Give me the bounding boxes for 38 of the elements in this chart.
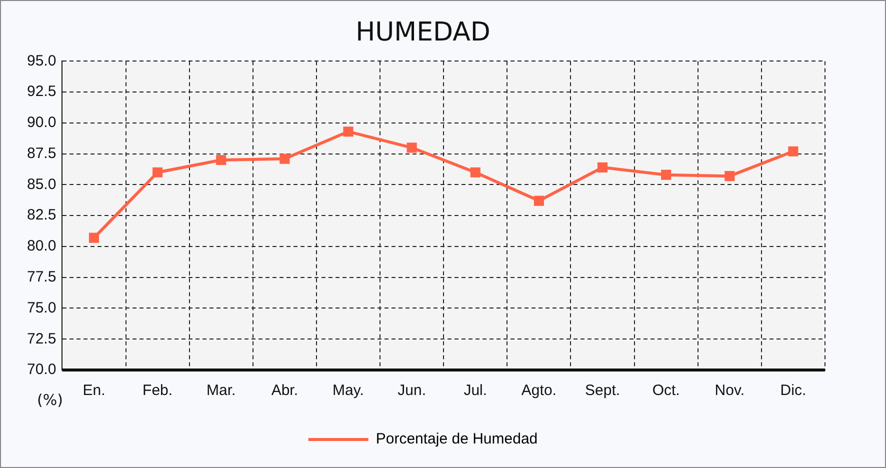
x-tick-label: Jun.: [398, 382, 426, 400]
y-tick-label: 72.5: [26, 330, 56, 348]
point: [152, 167, 163, 178]
y-tick-label: 75.0: [26, 299, 56, 316]
legend-label: Porcentaje de Humedad: [376, 430, 538, 448]
point: [788, 146, 798, 156]
x-tick-label: Dic.: [780, 382, 806, 400]
x-tick-label: Abr.: [271, 382, 298, 400]
y-tick-label: 85.0: [26, 176, 56, 193]
y-tick-label: 70.0: [26, 361, 56, 378]
y-axis-title: (%): [37, 391, 63, 409]
point: [470, 167, 480, 178]
x-tick-label: Nov.: [714, 382, 745, 400]
point: [406, 142, 417, 153]
x-tick-label: En.: [82, 382, 106, 400]
x-tick-label: Feb.: [142, 382, 173, 400]
y-tick-label: 82.5: [26, 206, 56, 224]
chart-title: HUMEDAD: [356, 17, 490, 48]
point: [724, 171, 735, 182]
point: [597, 162, 608, 172]
point: [216, 154, 226, 166]
y-tick-label: 77.5: [26, 268, 56, 286]
x-tick-label: May.: [332, 382, 364, 400]
x-tick-label: Agto.: [521, 382, 556, 400]
x-tick-label: Jul.: [464, 382, 488, 400]
x-tick-label: Oct.: [652, 382, 680, 400]
y-tick-label: 90.0: [26, 114, 56, 132]
x-tick-label: Mar.: [206, 382, 236, 400]
point: [280, 154, 290, 164]
y-tick-label: 87.5: [26, 144, 56, 162]
y-tick-label: 80.0: [26, 238, 56, 255]
y-tick-label: 92.5: [26, 83, 56, 100]
point: [661, 170, 672, 180]
x-tick-label: Sept.: [585, 382, 620, 400]
y-tick-label: 95.0: [26, 52, 56, 70]
point: [534, 196, 544, 206]
point: [88, 232, 100, 243]
point: [343, 126, 354, 137]
